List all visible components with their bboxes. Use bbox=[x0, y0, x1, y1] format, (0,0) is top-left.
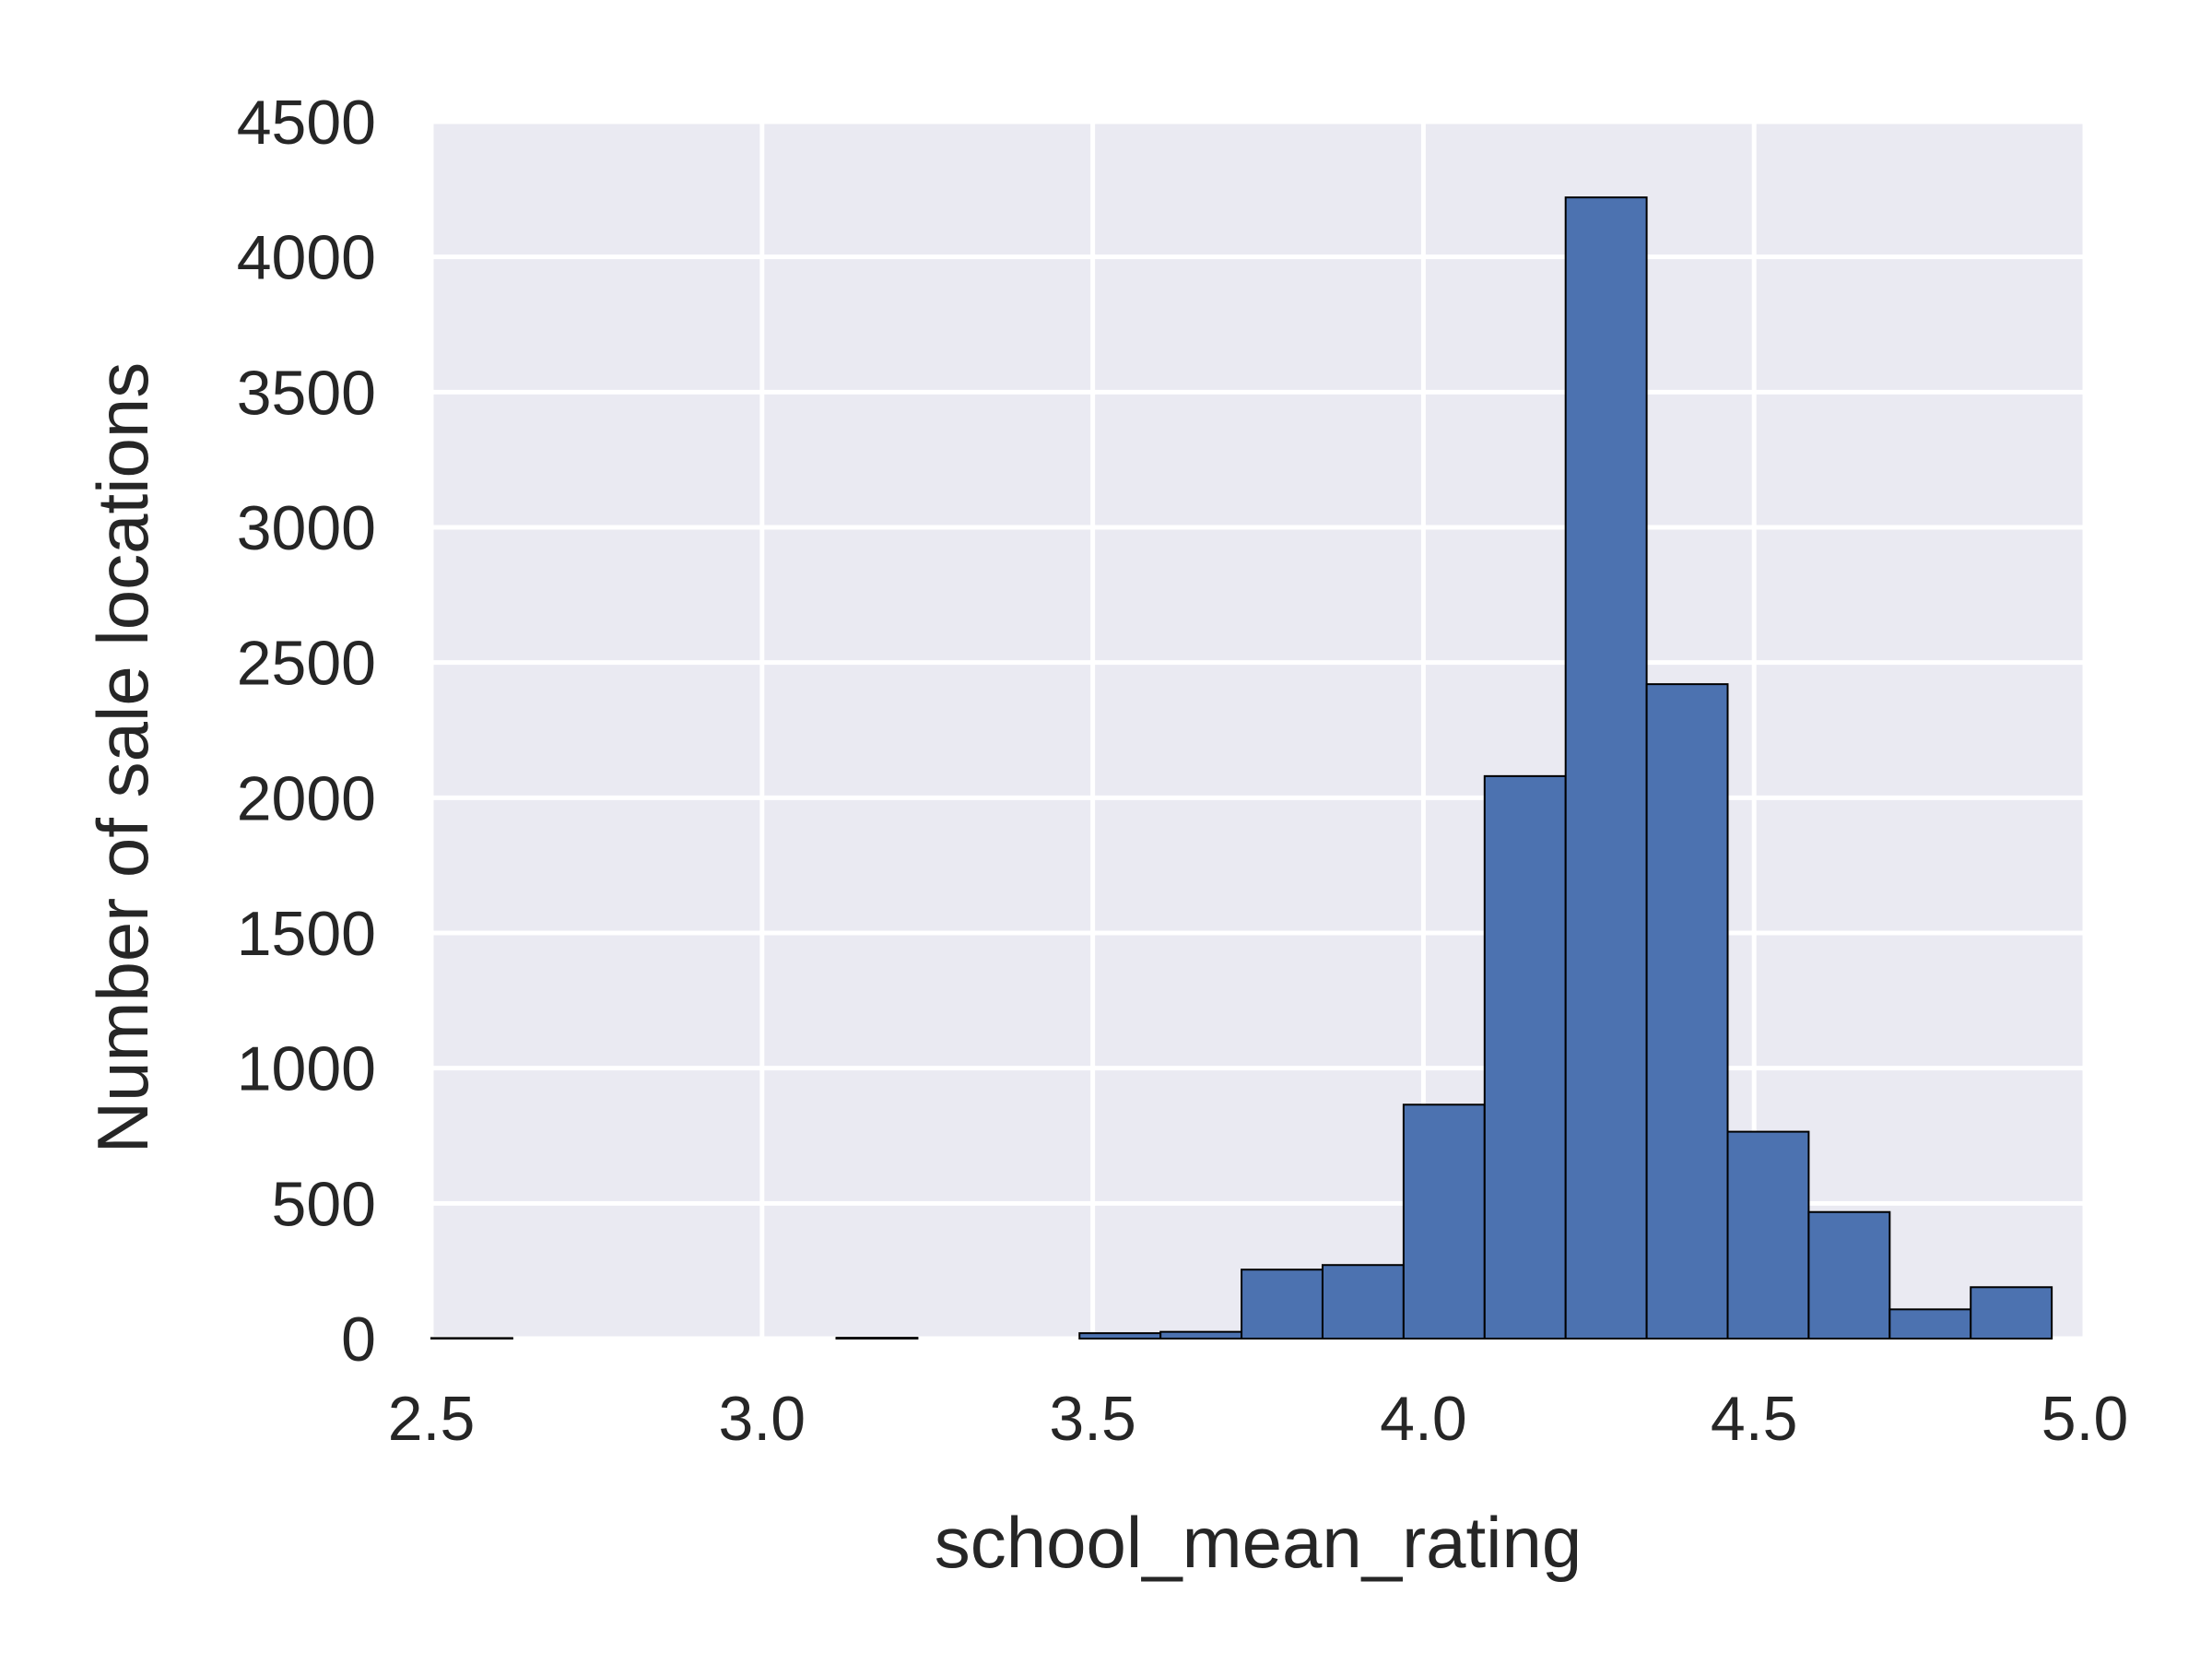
histogram-bars bbox=[430, 196, 2053, 1340]
histogram-bar bbox=[1159, 1330, 1243, 1339]
histogram-bar bbox=[430, 1337, 513, 1339]
y-tick-label: 4500 bbox=[237, 88, 376, 158]
histogram-bar bbox=[1564, 196, 1648, 1340]
x-tick-label: 3.0 bbox=[719, 1384, 806, 1454]
x-tick-label: 5.0 bbox=[2041, 1384, 2129, 1454]
histogram-bar bbox=[1402, 1103, 1486, 1340]
histogram-bar bbox=[1078, 1332, 1162, 1339]
x-tick-label: 2.5 bbox=[388, 1384, 476, 1454]
x-tick-labels: 2.5 3.0 3.5 4.0 4.5 5.0 bbox=[388, 1384, 2129, 1454]
x-tick-label: 4.0 bbox=[1380, 1384, 1467, 1454]
histogram-bar bbox=[1726, 1130, 1810, 1339]
histogram-bar bbox=[1807, 1210, 1891, 1339]
y-tick-label: 4000 bbox=[237, 223, 376, 293]
plot-background bbox=[431, 122, 2085, 1339]
x-axis-label: school_mean_rating bbox=[935, 1502, 1582, 1583]
y-tick-label: 500 bbox=[272, 1169, 376, 1239]
y-axis-label: Number of sale locations bbox=[82, 362, 163, 1153]
y-tick-labels: 0 500 1000 1500 2000 2500 3000 3500 4000 4500 bbox=[237, 88, 376, 1375]
y-tick-label: 0 bbox=[341, 1304, 376, 1375]
y-tick-label: 3000 bbox=[237, 493, 376, 563]
y-tick-label: 1500 bbox=[237, 899, 376, 969]
histogram-bar bbox=[1645, 683, 1729, 1339]
histogram-bar bbox=[1888, 1308, 1972, 1339]
y-tick-label: 1000 bbox=[237, 1034, 376, 1104]
y-tick-label: 3500 bbox=[237, 358, 376, 428]
histogram-bar bbox=[1483, 774, 1567, 1339]
grid-lines bbox=[429, 119, 2088, 1341]
histogram-bar bbox=[1241, 1269, 1324, 1339]
y-tick-label: 2000 bbox=[237, 763, 376, 833]
histogram-bar bbox=[1970, 1286, 2053, 1340]
x-tick-label: 3.5 bbox=[1049, 1384, 1136, 1454]
histogram-bar bbox=[1321, 1264, 1405, 1340]
y-tick-label: 2500 bbox=[237, 629, 376, 699]
histogram-bar bbox=[835, 1337, 919, 1339]
x-tick-label: 4.5 bbox=[1711, 1384, 1798, 1454]
